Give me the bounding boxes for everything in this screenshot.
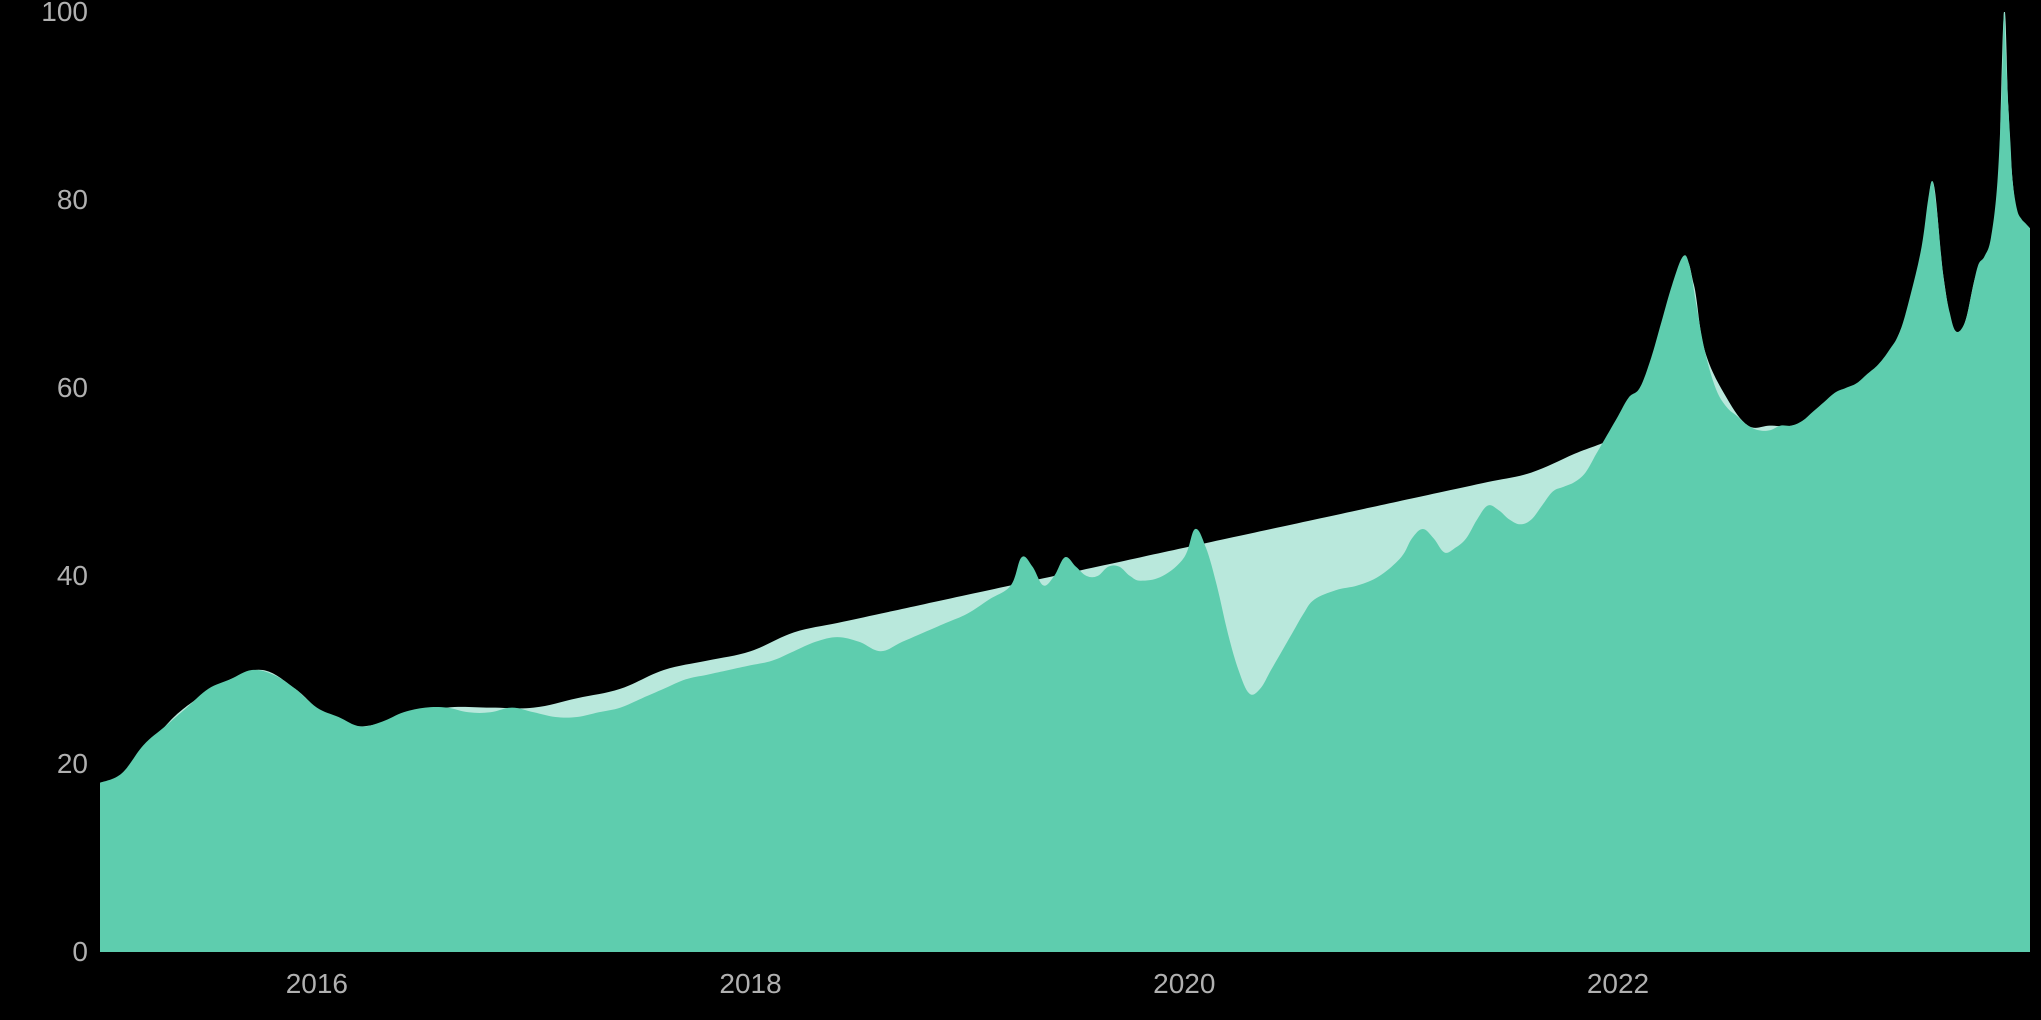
area-series-front: [100, 12, 2030, 952]
y-tick-label: 0: [72, 938, 88, 966]
x-tick-label: 2016: [286, 970, 348, 998]
y-tick-label: 20: [57, 750, 88, 778]
y-tick-label: 100: [41, 0, 88, 26]
y-tick-label: 40: [57, 562, 88, 590]
area-chart: 0 20 40 60 80 100 2016 2018 2020 2022: [0, 0, 2041, 1020]
y-tick-label: 80: [57, 186, 88, 214]
x-tick-label: 2020: [1153, 970, 1215, 998]
chart-plot-area: [100, 12, 2030, 952]
y-tick-label: 60: [57, 374, 88, 402]
x-tick-label: 2022: [1587, 970, 1649, 998]
x-tick-label: 2018: [719, 970, 781, 998]
